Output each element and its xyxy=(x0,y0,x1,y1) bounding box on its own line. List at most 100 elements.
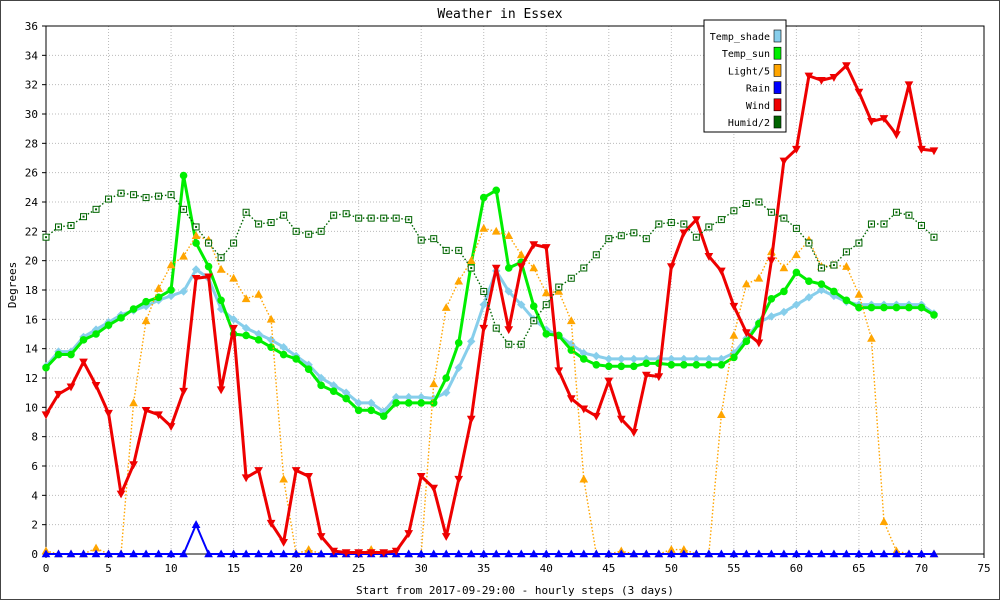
data-point-humid-2-center xyxy=(457,249,460,252)
data-point-temp-shade xyxy=(179,287,188,296)
data-point-humid-2-center xyxy=(645,237,648,240)
x-tick-label: 30 xyxy=(415,562,428,575)
data-point-rain xyxy=(454,549,464,558)
data-point-temp-sun xyxy=(329,387,338,396)
data-point-humid-2-center xyxy=(370,217,373,220)
data-point-wind xyxy=(604,377,614,386)
data-point-light-5 xyxy=(842,262,851,270)
data-point-humid-2-center xyxy=(170,193,173,196)
data-point-rain xyxy=(441,549,451,558)
data-point-temp-shade xyxy=(604,354,614,364)
data-point-humid-2-center xyxy=(320,230,323,233)
x-tick-label: 0 xyxy=(43,562,50,575)
data-point-rain xyxy=(54,549,63,558)
data-point-humid-2-center xyxy=(720,218,723,221)
data-point-temp-sun xyxy=(842,296,851,305)
data-point-humid-2-center xyxy=(357,217,360,220)
data-point-temp-sun xyxy=(167,286,175,294)
data-point-wind xyxy=(629,428,639,437)
data-point-light-5 xyxy=(266,314,276,323)
data-point-temp-sun xyxy=(292,355,300,363)
data-point-wind xyxy=(341,549,351,558)
data-point-rain xyxy=(754,549,764,558)
data-point-wind xyxy=(729,302,739,311)
data-point-humid-2-center xyxy=(232,242,235,245)
x-tick-label: 15 xyxy=(227,562,240,575)
y-tick-label: 4 xyxy=(31,489,38,502)
data-point-rain xyxy=(466,549,476,558)
data-point-humid-2-center xyxy=(257,223,260,225)
data-point-rain xyxy=(291,549,301,558)
data-point-temp-shade xyxy=(592,351,601,361)
data-point-rain xyxy=(154,549,163,558)
data-point-humid-2-center xyxy=(507,343,510,346)
data-point-humid-2-center xyxy=(195,225,198,228)
data-point-humid-2-center xyxy=(732,209,735,212)
data-point-light-5 xyxy=(479,223,489,232)
data-point-temp-sun xyxy=(92,330,100,338)
data-point-rain xyxy=(842,549,851,558)
data-point-rain xyxy=(179,549,188,558)
data-point-rain xyxy=(854,549,864,558)
x-tick-label: 60 xyxy=(790,562,803,575)
data-point-rain xyxy=(629,549,639,558)
data-point-temp-sun xyxy=(367,406,375,415)
data-point-humid-2-center xyxy=(870,223,873,225)
data-point-temp-sun xyxy=(592,361,601,369)
data-point-temp-sun xyxy=(442,374,451,382)
data-point-humid-2-center xyxy=(632,231,635,234)
data-point-humid-2-center xyxy=(907,214,910,217)
data-point-wind xyxy=(266,519,276,528)
data-point-rain xyxy=(279,549,288,558)
data-point-rain xyxy=(41,549,51,558)
data-point-humid-2-center xyxy=(557,286,560,289)
data-point-rain xyxy=(216,549,226,558)
data-point-wind xyxy=(129,461,138,470)
data-point-humid-2-center xyxy=(245,211,248,214)
data-point-humid-2-center xyxy=(420,239,423,242)
data-point-humid-2-center xyxy=(70,224,73,227)
data-point-temp-shade xyxy=(316,373,326,383)
data-point-light-5 xyxy=(254,289,263,298)
data-point-light-5 xyxy=(179,251,188,260)
data-point-wind xyxy=(229,324,238,333)
data-point-temp-sun xyxy=(117,314,125,322)
data-point-humid-2-center xyxy=(882,223,885,225)
data-point-wind xyxy=(191,274,201,283)
data-point-rain xyxy=(879,549,889,558)
data-point-temp-sun xyxy=(667,361,676,369)
data-point-rain xyxy=(566,549,576,558)
data-point-humid-2-center xyxy=(295,230,298,233)
data-point-light-5 xyxy=(516,250,526,259)
data-point-rain xyxy=(717,549,726,558)
data-point-temp-sun xyxy=(567,346,576,354)
data-point-light-5 xyxy=(529,263,539,272)
data-point-humid-2-center xyxy=(920,224,923,227)
data-point-wind xyxy=(917,145,926,154)
data-point-wind xyxy=(79,358,88,367)
data-point-humid-2-center xyxy=(332,214,335,217)
data-point-rain xyxy=(817,549,826,558)
data-point-wind xyxy=(804,72,814,81)
data-point-wind xyxy=(754,339,764,348)
data-point-temp-sun xyxy=(242,331,250,340)
data-point-humid-2-center xyxy=(520,343,523,346)
data-point-temp-sun xyxy=(605,362,613,371)
x-tick-label: 40 xyxy=(540,562,553,575)
data-point-rain xyxy=(516,549,526,558)
data-point-rain xyxy=(867,549,876,558)
data-point-temp-sun xyxy=(479,193,488,202)
data-point-light-5 xyxy=(466,256,476,264)
chart-title: Weather in Essex xyxy=(437,7,562,22)
data-point-humid-2-center xyxy=(82,215,85,218)
data-point-humid-2-center xyxy=(782,217,785,220)
data-point-rain xyxy=(804,549,814,558)
data-point-humid-2-center xyxy=(445,249,448,252)
data-point-humid-2-center xyxy=(57,225,60,228)
data-point-rain xyxy=(129,549,138,558)
data-point-humid-2-center xyxy=(432,237,435,240)
data-point-humid-2-center xyxy=(120,192,123,195)
data-point-wind xyxy=(316,533,326,541)
data-point-wind xyxy=(154,411,163,420)
